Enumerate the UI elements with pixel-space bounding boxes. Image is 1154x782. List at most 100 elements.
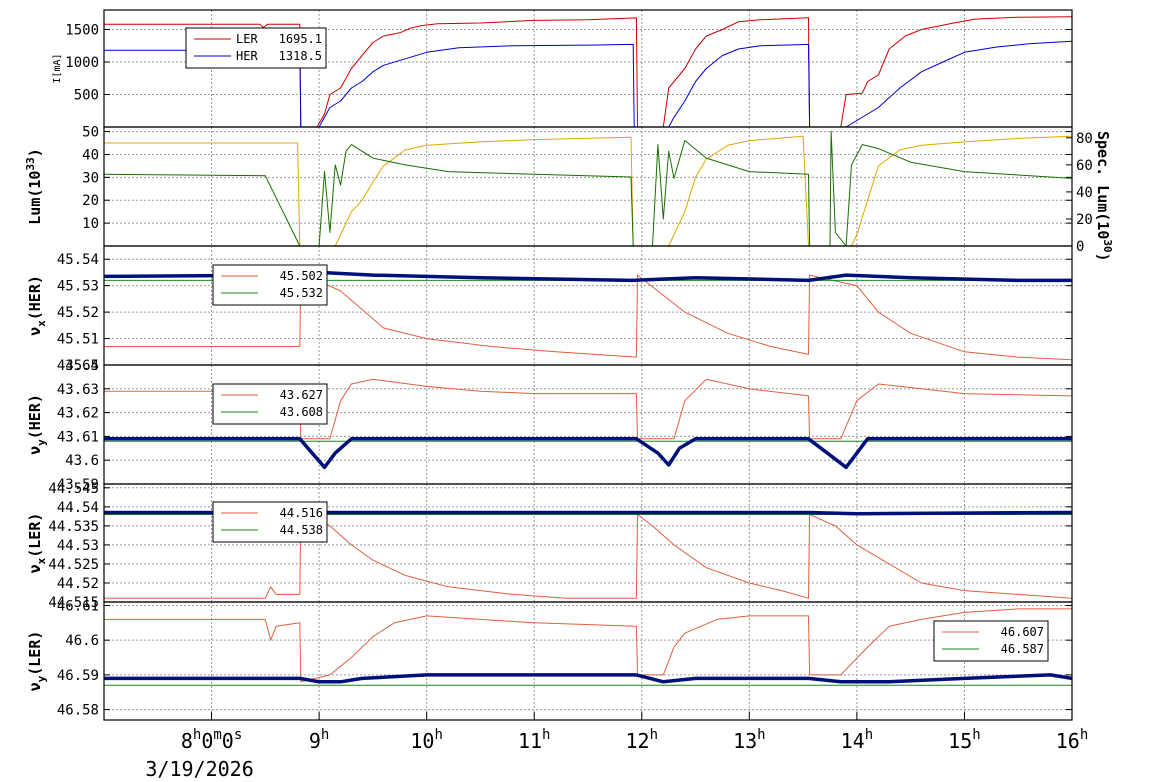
x-tick-label: 15h — [948, 727, 981, 753]
x-axis-date: 3/19/2026 — [145, 757, 253, 781]
x-tick-num: 13 — [733, 729, 757, 753]
y-tick-label: 43.6 — [65, 453, 99, 469]
x-tick-num: 12 — [626, 729, 650, 753]
y-tick-label: 45.51 — [57, 332, 99, 348]
y-tick-label: 40 — [82, 147, 99, 163]
x-tick-unit: h — [757, 727, 765, 743]
legend-value: 46.587 — [1001, 642, 1044, 656]
x-tick-label: 16h — [1056, 727, 1089, 753]
y-axis-label: νx(HER) — [26, 275, 48, 336]
y-tick-label: 46.59 — [57, 668, 99, 684]
y2-tick-label: 80 — [1076, 131, 1093, 147]
y-tick-label: 44.53 — [57, 538, 99, 554]
x-tick-label: 13h — [733, 727, 766, 753]
y-label-sub: x — [35, 320, 48, 327]
y-label-sub: y — [35, 439, 48, 446]
y-axis-label: νx(LER) — [26, 513, 48, 574]
y-tick-label: 44.545 — [48, 481, 99, 497]
x-tick-unit: h — [193, 727, 201, 743]
y-tick-label: 10 — [82, 216, 99, 232]
x-tick-unit: h — [434, 727, 442, 743]
x-tick-unit: h — [865, 727, 873, 743]
y-label-end: (LER) — [26, 631, 44, 676]
y-tick-label: 44.525 — [48, 557, 99, 573]
x-tick-unit: h — [650, 727, 658, 743]
y-tick-label: 45.5 — [65, 358, 99, 374]
panel-nux-ler: 44.51544.5244.52544.5344.53544.5444.545ν… — [26, 481, 1073, 611]
y-tick-label: 44.515 — [48, 595, 99, 611]
y-tick-label: 1500 — [65, 23, 99, 39]
y-label-end: (HER) — [26, 394, 44, 439]
x-tick-num: 10 — [410, 729, 434, 753]
y2-tick-label: 60 — [1076, 158, 1093, 174]
y-tick-label: 44.54 — [57, 500, 99, 516]
y-label-sub: x — [35, 557, 48, 564]
x-tick-label: 12h — [626, 727, 659, 753]
legend-name: LER — [236, 32, 258, 46]
x-tick-unit: h — [542, 727, 550, 743]
y2-tick-label: 40 — [1076, 185, 1093, 201]
legend: LER 1695.1 HER 1318.5 — [185, 27, 327, 69]
y-tick-label: 43.61 — [57, 429, 99, 445]
y2-label-sup: 30 — [1101, 239, 1114, 252]
series-measured — [104, 437, 1072, 470]
x-tick-unit3: s — [234, 727, 242, 743]
series-measured — [104, 673, 1073, 684]
legend: 44.516 44.538 — [212, 501, 328, 543]
y-label-end: (HER) — [26, 275, 44, 320]
y-label-text: Lum(10 — [26, 171, 44, 225]
y-tick-label: 30 — [82, 170, 99, 186]
x-tick-label: 8h0m0s — [181, 727, 242, 753]
legend-value: 45.532 — [280, 286, 323, 300]
x-tick-num: 11 — [518, 729, 542, 753]
y-tick-label: 43.59 — [57, 477, 99, 493]
legend-value: 43.608 — [280, 405, 323, 419]
x-tick-num2: 0 — [201, 729, 213, 753]
y-tick-label: 46.61 — [57, 598, 99, 614]
y-tick-label: 46.6 — [65, 633, 99, 649]
series-set-red — [104, 378, 1073, 440]
x-tick-unit: h — [972, 727, 980, 743]
legend-value: 44.516 — [280, 506, 323, 520]
panel-current: 500 1000 1500 I[mA] LER 1695.1 HER 1318.5 — [52, 9, 1073, 128]
y-label-end: ) — [26, 148, 44, 157]
legend-value: 1318.5 — [279, 49, 322, 63]
panel-frame — [103, 601, 1073, 721]
x-tick-label: 9h — [309, 727, 329, 753]
x-tick-label: 11h — [518, 727, 551, 753]
y-label-sup: 33 — [24, 157, 37, 170]
x-tick-label: 10h — [410, 727, 443, 753]
x-tick-unit: h — [321, 727, 329, 743]
y2-axis-label: Spec. Lum(1030) — [1094, 131, 1114, 262]
y-axis-label: νy(LER) — [26, 631, 48, 692]
y-tick-label: 45.54 — [57, 252, 99, 268]
legend-box — [212, 383, 328, 425]
panel-nuy-her: 43.59 43.6 43.61 43.62 43.63 43.64 νy(HER) 43.6… — [26, 358, 1073, 493]
x-tick-unit: h — [1080, 727, 1088, 743]
y2-label-text: Spec. Lum(10 — [1094, 131, 1112, 239]
y-axis-label: I[mA] — [52, 53, 63, 83]
y-tick-label: 50 — [82, 125, 99, 141]
legend-value: 45.502 — [280, 269, 323, 283]
legend-box — [185, 27, 327, 69]
y-tick-label: 1000 — [65, 55, 99, 71]
y-tick-label: 20 — [82, 193, 99, 209]
legend-box — [933, 620, 1049, 662]
y-label-text: ν — [26, 327, 44, 336]
panel-nuy-ler: 46.58 46.59 46.6 46.61 νy(LER) 46.607 46.587 — [26, 598, 1073, 721]
y-tick-label: 46.58 — [57, 703, 99, 719]
y-tick-label: 500 — [74, 88, 99, 104]
series-set-red — [104, 271, 1073, 361]
y-label-text: ν — [26, 446, 44, 455]
series-her — [104, 40, 1073, 128]
x-tick-num: 16 — [1056, 729, 1080, 753]
y-label-sub: y — [35, 675, 48, 682]
legend-value: 43.627 — [280, 388, 323, 402]
x-tick-unit2: m — [213, 727, 221, 743]
legend: 45.502 45.532 — [212, 264, 328, 306]
y-tick-label: 43.62 — [57, 406, 99, 422]
